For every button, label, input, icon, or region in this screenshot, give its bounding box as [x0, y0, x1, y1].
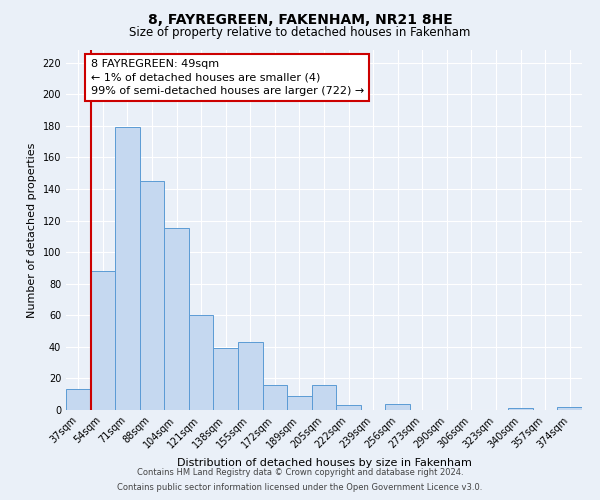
X-axis label: Distribution of detached houses by size in Fakenham: Distribution of detached houses by size …: [176, 458, 472, 468]
Text: 8, FAYREGREEN, FAKENHAM, NR21 8HE: 8, FAYREGREEN, FAKENHAM, NR21 8HE: [148, 12, 452, 26]
Bar: [238, 342, 263, 410]
Bar: [91, 271, 115, 410]
Text: Contains public sector information licensed under the Open Government Licence v3: Contains public sector information licen…: [118, 483, 482, 492]
Bar: [115, 128, 140, 410]
Bar: [557, 407, 582, 410]
Y-axis label: Number of detached properties: Number of detached properties: [27, 142, 37, 318]
Bar: [189, 316, 214, 410]
Text: Size of property relative to detached houses in Fakenham: Size of property relative to detached ho…: [130, 26, 470, 39]
Bar: [140, 181, 164, 410]
Text: 8 FAYREGREEN: 49sqm
← 1% of detached houses are smaller (4)
99% of semi-detached: 8 FAYREGREEN: 49sqm ← 1% of detached hou…: [91, 60, 364, 96]
Bar: [287, 396, 312, 410]
Bar: [385, 404, 410, 410]
Text: Contains HM Land Registry data © Crown copyright and database right 2024.: Contains HM Land Registry data © Crown c…: [137, 468, 463, 477]
Bar: [66, 390, 91, 410]
Bar: [214, 348, 238, 410]
Bar: [336, 406, 361, 410]
Bar: [263, 384, 287, 410]
Bar: [164, 228, 189, 410]
Bar: [312, 384, 336, 410]
Bar: [508, 408, 533, 410]
